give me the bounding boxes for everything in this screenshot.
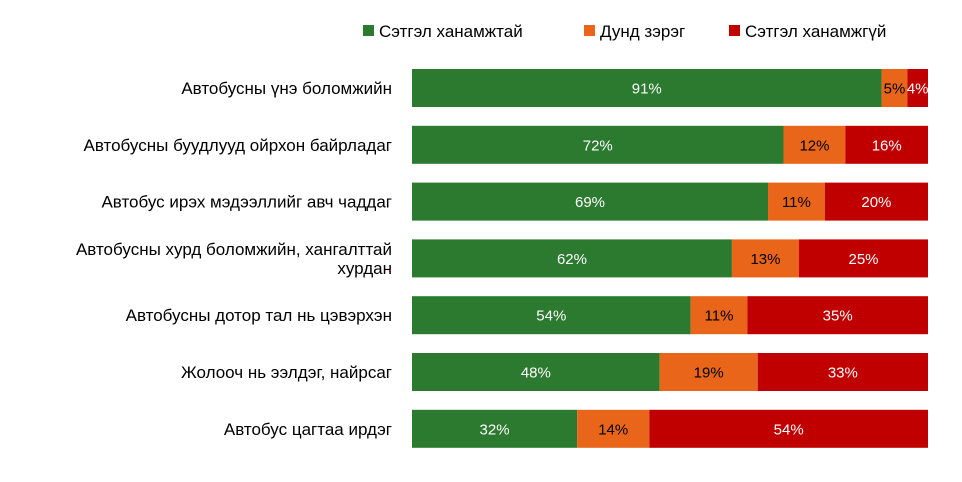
data-label: 48% <box>521 365 551 382</box>
data-label: 5% <box>884 81 906 98</box>
bar-segment <box>731 239 799 278</box>
data-label: 72% <box>583 137 613 154</box>
bar-segment <box>412 296 691 335</box>
category-label: Жолооч нь ээлдэг, найрсаг <box>181 363 392 382</box>
bars <box>412 69 928 448</box>
data-label: 4% <box>907 81 929 98</box>
data-label: 32% <box>480 421 510 438</box>
category-label: Автобусны үнэ боломжийн <box>181 79 392 98</box>
bar-segment <box>907 69 928 107</box>
data-label: 62% <box>557 251 587 268</box>
data-labels: 91% 5% 4% 72% 12% 16% 69% 11% 20% 62% 13% 25% 54% 11%… <box>480 81 929 439</box>
bar-segment <box>649 409 928 448</box>
data-label: 11% <box>705 308 734 325</box>
legend-swatch <box>729 25 740 36</box>
data-label: 54% <box>774 421 804 438</box>
data-label: 35% <box>823 308 853 325</box>
legend-label: Сэтгэл ханамжтай <box>379 22 523 41</box>
category-label: Автобусны хурд боломжийн, хангалттай хурд… <box>76 240 392 278</box>
bar-segment <box>768 182 825 221</box>
category-label: Автобус цагтаа ирдэг <box>224 420 392 439</box>
data-label: 14% <box>598 421 628 438</box>
legend-swatch <box>584 25 595 36</box>
data-label: 19% <box>694 365 724 382</box>
legend: Сэтгэл ханамжтай Дунд зэрэг Сэтгэл ханамжг… <box>363 22 886 41</box>
bar-segment <box>757 353 928 391</box>
bar-segment <box>799 239 928 278</box>
data-label: 33% <box>828 365 858 382</box>
data-label: 13% <box>750 251 780 268</box>
data-label: 25% <box>848 251 878 268</box>
category-labels: Автобусны үнэ боломжийн Автобусны буудлуу… <box>76 79 392 439</box>
bar-segment <box>412 125 784 164</box>
bar-segment <box>824 182 928 221</box>
legend-label: Дунд зэрэг <box>600 22 685 41</box>
legend-swatch <box>363 25 374 36</box>
bar-segment <box>881 69 908 107</box>
tiny-mark <box>389 270 391 272</box>
bar-segment <box>783 125 846 164</box>
bar-segment <box>747 296 928 335</box>
category-label: Автобусны буудлууд ойрхон байрладаг <box>84 136 392 155</box>
bar-segment <box>412 409 578 448</box>
data-label: 11% <box>782 194 811 211</box>
legend-label: Сэтгэл ханамжгүй <box>745 22 886 41</box>
bar-segment <box>690 296 748 335</box>
category-label: Автобус ирэх мэдээллийг авч чаддаг <box>101 193 392 212</box>
bar-segment <box>659 353 758 391</box>
bar-segment <box>412 239 732 278</box>
data-label: 69% <box>575 194 605 211</box>
bar-segment <box>412 69 882 107</box>
data-label: 16% <box>872 137 902 154</box>
bar-segment <box>577 409 650 448</box>
bar-segment <box>412 182 769 221</box>
category-label: Автобусны дотор тал нь цэвэрхэн <box>126 306 392 325</box>
data-label: 91% <box>632 81 662 98</box>
bar-segment <box>845 125 928 164</box>
data-label: 20% <box>861 194 891 211</box>
data-label: 54% <box>536 308 566 325</box>
bar-segment <box>412 353 660 391</box>
data-label: 12% <box>799 137 829 154</box>
